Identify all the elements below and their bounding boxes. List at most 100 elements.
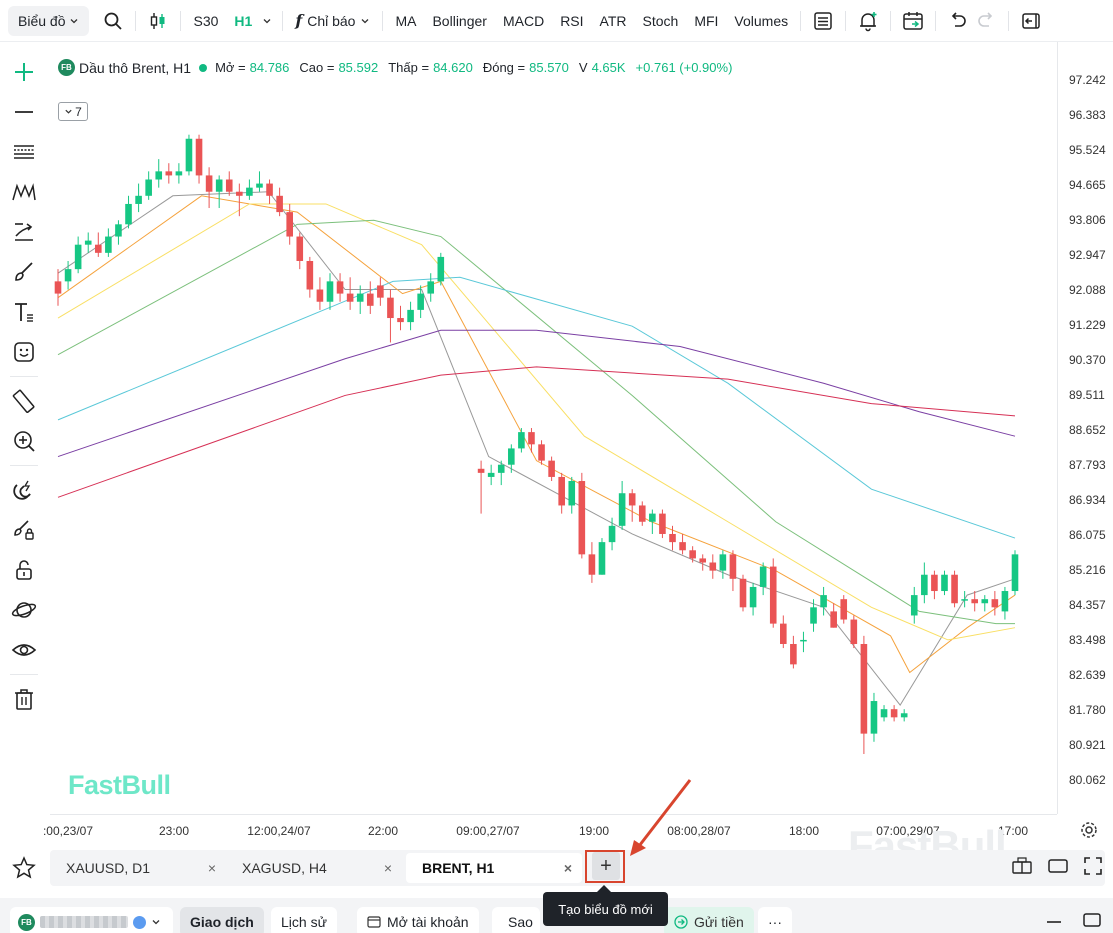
chart-settings-button[interactable]: [1079, 820, 1099, 840]
pattern-tool[interactable]: [0, 172, 48, 212]
symbol-title[interactable]: Dầu thô Brent, H1: [79, 59, 192, 76]
indicator-stoch[interactable]: Stoch: [642, 12, 679, 29]
candlestick: [931, 570, 938, 600]
templates-button[interactable]: [805, 6, 841, 36]
indicator-atr[interactable]: ATR: [599, 12, 627, 29]
minimize-icon[interactable]: [1044, 910, 1064, 930]
line-tool[interactable]: [0, 92, 48, 132]
time-axis[interactable]: :00,23/07 23:00 12:00,24/07 22:00 09:00,27/0…: [43, 814, 1057, 844]
interval-s30[interactable]: S30: [193, 12, 219, 29]
price-chart[interactable]: [50, 42, 1057, 814]
moving-average-line: [57, 191, 1016, 706]
undo-button[interactable]: [940, 6, 976, 36]
candle-style-button[interactable]: [140, 6, 176, 36]
candlestick: [790, 635, 797, 669]
star-icon[interactable]: [12, 856, 36, 880]
exit-fullscreen-button[interactable]: [1013, 6, 1049, 36]
candlestick: [558, 472, 565, 514]
projection-tool[interactable]: [0, 212, 48, 252]
split-layout-icon[interactable]: [1011, 856, 1033, 876]
tooltip-arrow: [597, 885, 611, 892]
lock-drawings-tool[interactable]: [0, 510, 48, 550]
price-tick-label: 84.357: [1069, 598, 1106, 612]
chart-tab[interactable]: XAGUSD, H4 ×: [226, 853, 402, 883]
open-account-label: Mở tài khoản: [387, 914, 469, 930]
divider: [10, 376, 38, 377]
close-icon[interactable]: ×: [383, 860, 392, 876]
indicator-rsi[interactable]: RSI: [560, 12, 584, 29]
indicator-macd[interactable]: MACD: [502, 12, 545, 29]
chart-type-dropdown[interactable]: Biểu đồ: [8, 5, 90, 36]
chart-tab-active[interactable]: BRENT, H1 ×: [406, 853, 582, 883]
candlestick: [961, 591, 968, 608]
close-icon[interactable]: ×: [563, 860, 572, 876]
more-button[interactable]: ···: [758, 907, 792, 933]
zoom-tool[interactable]: [0, 421, 48, 461]
fullscreen-icon[interactable]: [1083, 856, 1103, 876]
time-tick-label: 08:00,28/07: [667, 824, 731, 838]
divider: [845, 10, 847, 31]
interval-dropdown[interactable]: [256, 6, 278, 36]
magnet-tool[interactable]: [0, 470, 48, 510]
copy-trade-button[interactable]: Sao: [492, 907, 540, 933]
crosshair-tool[interactable]: [0, 52, 48, 92]
chart-tab[interactable]: XAUUSD, D1 ×: [50, 853, 226, 883]
moving-average-line: [57, 276, 1016, 539]
candlestick: [195, 134, 203, 184]
tab-trade[interactable]: Giao dịch: [180, 907, 264, 933]
redo-button[interactable]: [968, 6, 1004, 36]
object-tree-tool[interactable]: [0, 590, 48, 630]
candlestick: [145, 171, 152, 200]
calendar-button[interactable]: [895, 6, 931, 36]
interval-h1[interactable]: H1: [234, 12, 253, 29]
price-tick-label: 85.216: [1069, 563, 1106, 577]
emoji-tool[interactable]: [0, 332, 48, 372]
search-button[interactable]: [95, 6, 131, 36]
indicator-volumes[interactable]: Volumes: [734, 12, 789, 29]
trend-arrow-icon: [15, 223, 33, 241]
indicator-mfi[interactable]: MFI: [694, 12, 719, 29]
candlestick: [900, 709, 908, 722]
candlestick: [427, 273, 435, 302]
close-icon[interactable]: ×: [207, 860, 216, 876]
window-icon[interactable]: [1047, 856, 1069, 876]
maximize-icon[interactable]: [1082, 910, 1102, 930]
candlestick: [860, 635, 868, 755]
indicators-collapse-toggle[interactable]: 7: [58, 102, 88, 121]
candlestick: [598, 538, 606, 575]
divider: [382, 10, 384, 31]
candlestick: [910, 586, 918, 624]
indicator-ma[interactable]: MA: [395, 12, 417, 29]
text-tool[interactable]: [0, 292, 48, 332]
alert-button[interactable]: [850, 6, 886, 36]
deposit-button[interactable]: Gửi tiền: [664, 907, 754, 933]
lock-tool[interactable]: [0, 550, 48, 590]
candlestick: [326, 273, 334, 310]
divider: [282, 10, 284, 31]
delete-tool[interactable]: [0, 679, 48, 719]
indicators-button[interactable]: f Chỉ báo: [287, 6, 378, 36]
zoom-in-icon: [14, 431, 35, 452]
open-account-button[interactable]: Mở tài khoản: [357, 907, 479, 933]
add-chart-tab-button[interactable]: +: [592, 852, 620, 880]
candlestick: [548, 456, 555, 482]
candlestick: [769, 558, 777, 628]
measure-tool[interactable]: [0, 381, 48, 421]
search-icon: [105, 12, 123, 30]
price-axis[interactable]: 97.242 96.383 95.524 94.665 93.806 92.947 92.0…: [1057, 42, 1113, 814]
market-open-dot: [199, 63, 208, 72]
candlestick: [135, 183, 142, 213]
visibility-tool[interactable]: [0, 630, 48, 670]
account-selector[interactable]: FB: [10, 907, 173, 933]
candlestick: [981, 595, 989, 612]
brush-tool[interactable]: [0, 252, 48, 292]
chart-tabs-bar: XAUUSD, D1 × XAGUSD, H4 × BRENT, H1 × +: [0, 848, 1113, 890]
tab-history[interactable]: Lịch sử: [271, 907, 337, 933]
fib-tool[interactable]: [0, 132, 48, 172]
price-tick-label: 96.383: [1069, 108, 1106, 122]
price-tick-label: 89.511: [1069, 388, 1105, 402]
candlestick: [125, 195, 132, 229]
candlestick: [316, 277, 324, 310]
indicator-bollinger[interactable]: Bollinger: [432, 12, 487, 29]
